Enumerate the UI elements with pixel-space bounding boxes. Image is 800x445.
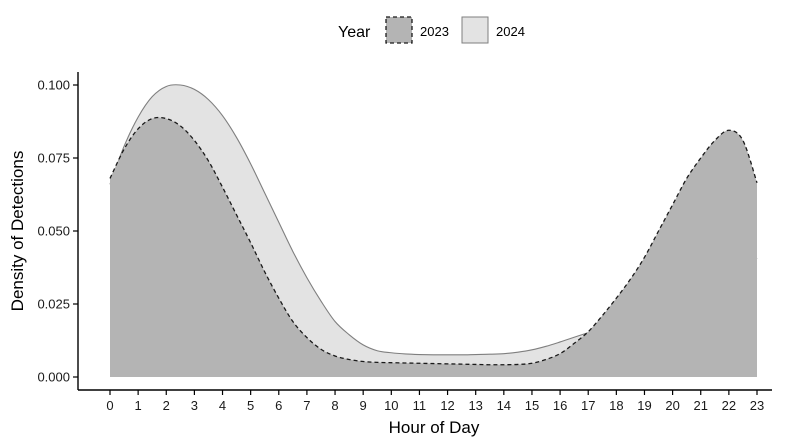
x-tick-label: 1 — [135, 398, 142, 413]
x-tick-label: 3 — [191, 398, 198, 413]
x-tick-label: 5 — [247, 398, 254, 413]
plot-area — [109, 84, 758, 378]
legend: Year 2023 2024 — [338, 16, 525, 44]
x-tick-label: 22 — [722, 398, 736, 413]
y-ticks: 0.000 0.025 0.050 0.075 0.100 — [37, 78, 78, 385]
x-tick-label: 0 — [106, 398, 113, 413]
x-tick-label: 7 — [303, 398, 310, 413]
x-axis-title: Hour of Day — [389, 418, 480, 437]
x-tick-label: 21 — [694, 398, 708, 413]
y-tick-label: 0.050 — [37, 224, 70, 239]
x-tick-label: 17 — [581, 398, 595, 413]
line-2023 — [109, 116, 758, 366]
y-tick-label: 0.100 — [37, 78, 70, 93]
x-tick-label: 14 — [497, 398, 511, 413]
x-tick-label: 11 — [413, 398, 427, 413]
x-tick-label: 4 — [219, 398, 226, 413]
x-tick-label: 2 — [163, 398, 170, 413]
x-tick-label: 10 — [384, 398, 398, 413]
legend-key-2023 — [385, 16, 413, 44]
x-tick-label: 19 — [637, 398, 651, 413]
x-tick-label: 15 — [525, 398, 539, 413]
legend-key-2024 — [461, 16, 489, 44]
x-tick-label: 16 — [553, 398, 567, 413]
y-tick-label: 0.000 — [37, 370, 70, 385]
x-tick-label: 9 — [360, 398, 367, 413]
x-tick-label: 23 — [750, 398, 764, 413]
legend-title: Year — [338, 24, 371, 41]
y-axis-title: Density of Detections — [8, 151, 27, 312]
x-tick-label: 13 — [468, 398, 482, 413]
x-tick-label: 18 — [609, 398, 623, 413]
legend-label-2024: 2024 — [496, 24, 525, 39]
x-tick-label: 12 — [440, 398, 454, 413]
legend-label-2023: 2023 — [420, 24, 449, 39]
x-tick-label: 8 — [331, 398, 338, 413]
y-tick-label: 0.025 — [37, 297, 70, 312]
x-tick-label: 20 — [665, 398, 679, 413]
x-ticks: 0 1 2 3 4 5 6 7 8 9 10 11 12 13 14 15 16 17 18 19 20 21 22 23 — [106, 390, 764, 413]
y-tick-label: 0.075 — [37, 151, 70, 166]
area-2023 — [110, 117, 757, 378]
x-tick-label: 6 — [275, 398, 282, 413]
